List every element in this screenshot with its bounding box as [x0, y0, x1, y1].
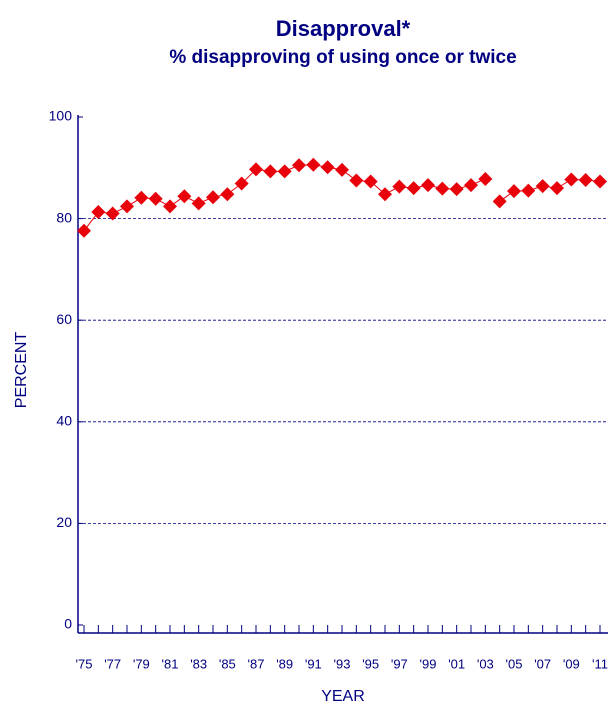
x-tick-label: '07	[534, 656, 551, 671]
x-tick-label: '93	[334, 656, 351, 671]
point	[277, 164, 292, 179]
y-axis-label: PERCENT	[13, 332, 30, 409]
x-axis-label: YEAR	[321, 688, 365, 705]
x-tick-label: '05	[506, 656, 523, 671]
point	[105, 206, 120, 221]
chart-subtitle: % disapproving of using once or twice	[169, 47, 516, 68]
point	[263, 164, 278, 179]
point	[435, 181, 450, 196]
y-tick-label: 80	[56, 209, 72, 225]
x-tick-label: '89	[276, 656, 293, 671]
point	[220, 187, 235, 202]
x-tick-label: '09	[563, 656, 580, 671]
y-tick-label: 0	[64, 616, 72, 632]
point	[521, 183, 536, 198]
y-tick-label: 40	[56, 413, 72, 429]
point	[550, 181, 564, 196]
point	[91, 204, 106, 219]
point	[593, 174, 607, 189]
point	[320, 160, 335, 175]
point	[492, 194, 507, 209]
y-tick-label: 100	[49, 108, 73, 124]
x-tick-label: '85	[219, 656, 236, 671]
x-tick-label: '81	[162, 656, 179, 671]
point	[349, 173, 364, 188]
point	[449, 182, 464, 197]
x-tick-label: '77	[104, 656, 121, 671]
point	[249, 162, 263, 177]
x-tick-label: '91	[305, 656, 322, 671]
point	[77, 223, 91, 238]
x-tick-label: '01	[448, 656, 465, 671]
point	[177, 189, 192, 204]
point	[363, 174, 378, 189]
point	[148, 191, 163, 206]
point	[578, 172, 593, 187]
point	[191, 196, 206, 211]
x-tick-label: '11	[592, 656, 608, 671]
point	[507, 184, 521, 199]
point	[234, 176, 249, 191]
point	[464, 178, 478, 193]
x-tick-label: '99	[420, 656, 437, 671]
point	[206, 190, 220, 205]
point	[306, 157, 321, 172]
y-tick-label: 60	[56, 311, 72, 327]
point	[120, 199, 134, 214]
point	[163, 199, 177, 214]
point	[392, 179, 407, 194]
point	[134, 190, 149, 205]
point	[335, 162, 349, 177]
x-tick-label: '87	[248, 656, 265, 671]
x-tick-label: '95	[362, 656, 379, 671]
point	[378, 187, 392, 202]
x-tick-label: '83	[190, 656, 207, 671]
point	[535, 179, 550, 194]
chart-title: Disapproval*	[276, 16, 411, 41]
x-tick-label: '03	[477, 656, 494, 671]
point	[564, 172, 579, 187]
y-tick-label: 20	[56, 514, 72, 530]
point	[406, 181, 421, 196]
x-tick-label: '97	[391, 656, 408, 671]
x-tick-label: '79	[133, 656, 150, 671]
point	[421, 178, 435, 193]
x-tick-label: '75	[76, 656, 93, 671]
point	[478, 171, 493, 186]
point	[292, 158, 306, 173]
